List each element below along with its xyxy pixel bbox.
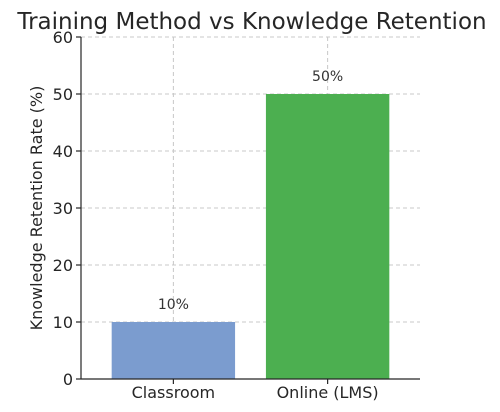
- bar: [111, 322, 236, 379]
- y-tick-label: 30: [53, 199, 73, 218]
- y-tick-label: 40: [53, 142, 73, 161]
- gridlines: [81, 36, 420, 379]
- x-tick-label: Classroom: [132, 383, 215, 402]
- y-tick-label: 0: [63, 370, 73, 389]
- y-axis-label: Knowledge Retention Rate (%): [27, 86, 46, 331]
- tick-and-data-labels: 10% 50% 0 10 20 30 40 50 60 Classroom Online (LMS): [53, 28, 379, 402]
- x-tick-label: Online (LMS): [277, 383, 379, 402]
- bar-data-label: 50%: [312, 69, 343, 85]
- axes: [76, 36, 420, 384]
- chart-title: Training Method vs Knowledge Retention: [16, 9, 486, 35]
- bars: [111, 94, 390, 379]
- bar-data-label: 10%: [158, 297, 189, 313]
- y-tick-label: 20: [53, 256, 73, 275]
- bar: [265, 94, 390, 379]
- y-tick-label: 50: [53, 85, 73, 104]
- y-tick-label: 60: [53, 28, 73, 47]
- y-tick-label: 10: [53, 313, 73, 332]
